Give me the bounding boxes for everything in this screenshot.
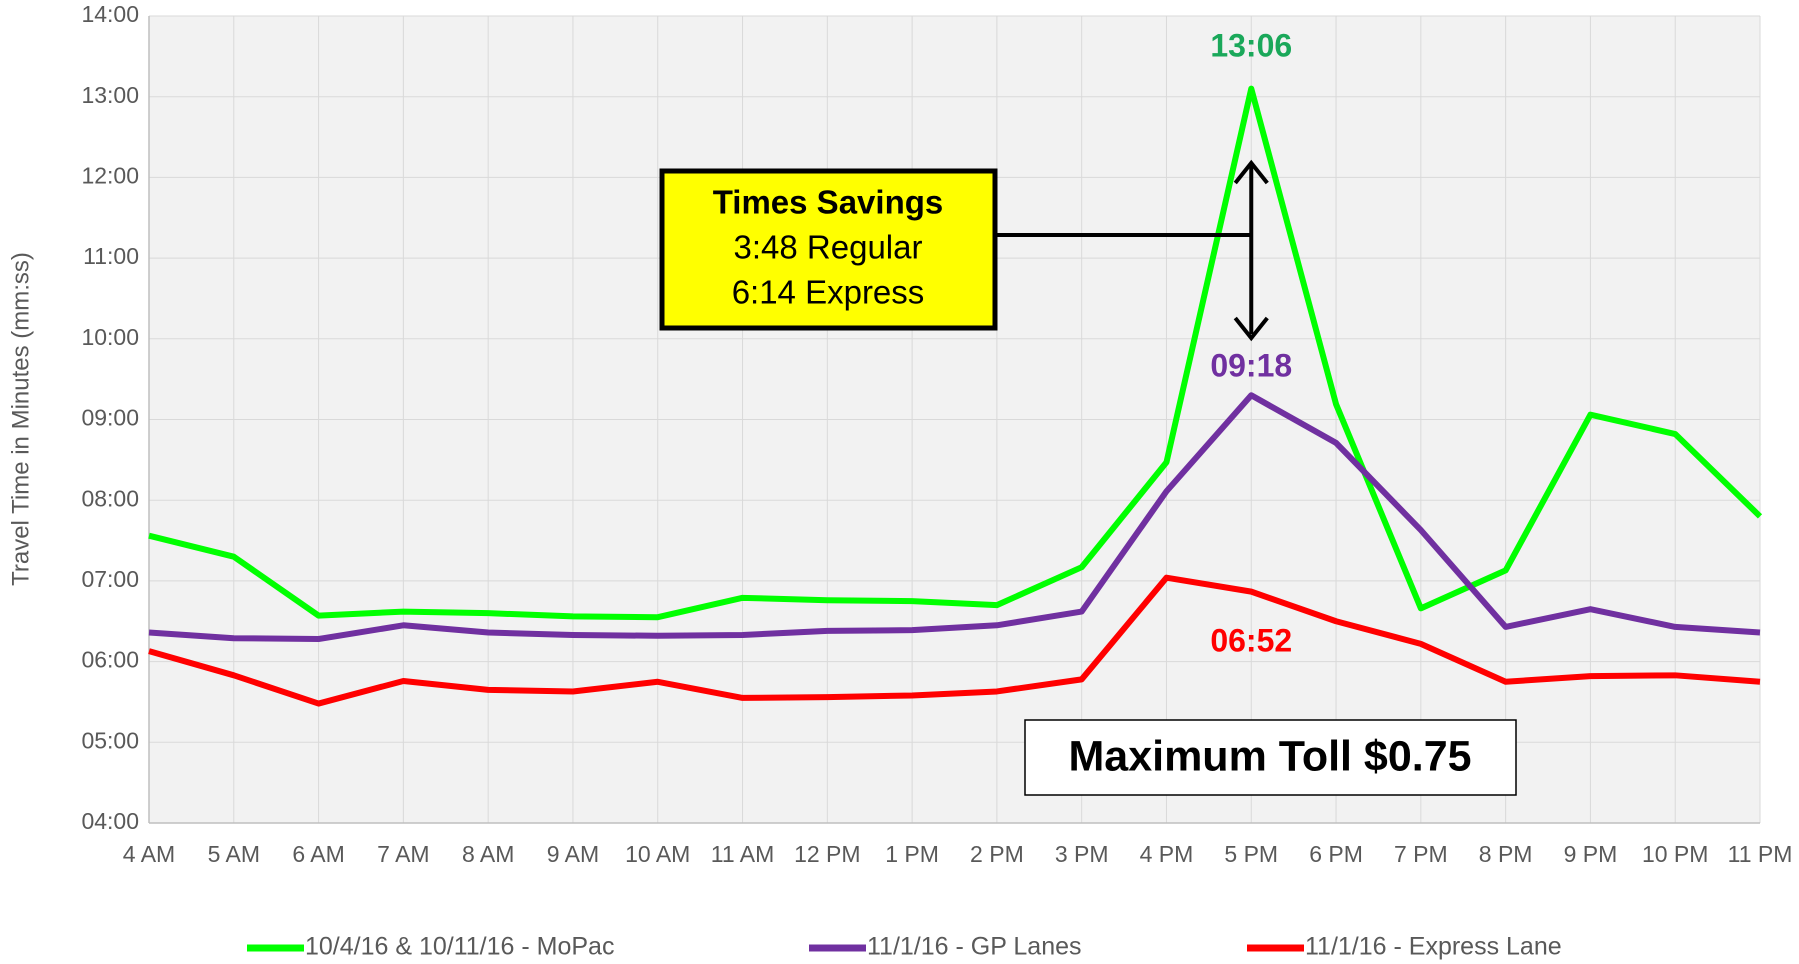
series-line	[148, 392, 1761, 643]
series-line	[148, 85, 1763, 621]
x-tick-label: 8 AM	[462, 841, 514, 867]
x-tick-label: 7 AM	[377, 841, 429, 867]
legend-label: 10/4/16 & 10/11/16 - MoPac	[305, 933, 614, 961]
x-tick-label: 9 AM	[547, 841, 599, 867]
y-tick-label: 11:00	[83, 243, 139, 269]
y-tick-label: 08:00	[81, 485, 139, 511]
arrow-head	[1233, 159, 1269, 185]
x-tick-label: 11 AM	[711, 841, 775, 867]
x-tick-label: 12 PM	[794, 841, 860, 867]
x-tick-label: 10 PM	[1642, 841, 1708, 867]
peak-label: 06:52	[1210, 622, 1292, 658]
peak-label: 09:18	[1210, 347, 1292, 383]
y-tick-label: 13:00	[81, 82, 139, 108]
savings-text: 6:14 Express	[732, 274, 925, 311]
y-tick-label: 14:00	[81, 1, 139, 27]
legend-label: 11/1/16 - GP Lanes	[867, 933, 1082, 961]
y-tick-label: 09:00	[81, 405, 139, 431]
y-axis-label: Travel Time in Minutes (mm:ss)	[7, 252, 34, 586]
x-tick-label: 3 PM	[1055, 841, 1109, 867]
x-tick-label: 4 AM	[123, 841, 175, 867]
x-tick-label: 11 PM	[1728, 841, 1793, 867]
toll-box	[1024, 719, 1517, 796]
toll-text: Maximum Toll $0.75	[1068, 732, 1471, 780]
x-tick-label: 2 PM	[970, 841, 1024, 867]
peak-label: 13:06	[1210, 27, 1292, 63]
x-tick-label: 9 PM	[1564, 841, 1618, 867]
y-tick-label: 06:00	[81, 647, 139, 673]
x-tick-label: 6 PM	[1309, 841, 1363, 867]
y-tick-label: 10:00	[81, 324, 139, 350]
y-tick-label: 12:00	[81, 162, 139, 188]
x-tick-label: 8 PM	[1479, 841, 1533, 867]
legend-label: 11/1/16 - Express Lane	[1305, 933, 1562, 961]
x-tick-label: 6 AM	[292, 841, 344, 867]
x-tick-label: 4 PM	[1140, 841, 1194, 867]
x-tick-label: 5 PM	[1224, 841, 1278, 867]
series-line	[148, 574, 1761, 707]
arrow-head	[1233, 316, 1269, 342]
savings-text: 3:48 Regular	[734, 229, 923, 266]
x-tick-label: 1 PM	[885, 841, 939, 867]
x-tick-label: 7 PM	[1394, 841, 1448, 867]
y-tick-label: 05:00	[81, 727, 139, 753]
y-tick-label: 04:00	[81, 808, 139, 834]
savings-box	[659, 168, 998, 331]
y-tick-label: 07:00	[81, 566, 139, 592]
x-tick-label: 10 AM	[625, 841, 690, 867]
x-tick-label: 5 AM	[208, 841, 260, 867]
savings-text: Times Savings	[713, 184, 944, 221]
